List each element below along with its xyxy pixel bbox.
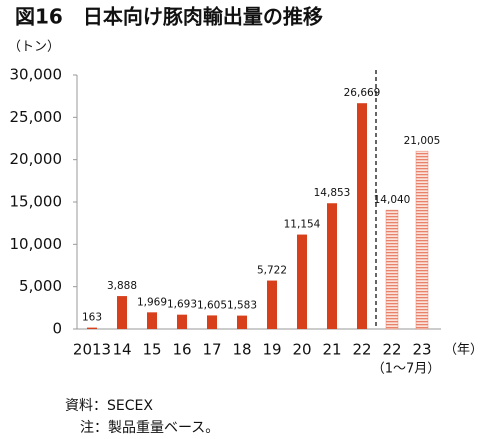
bar xyxy=(297,234,307,329)
x-tick-label: 22 xyxy=(352,341,371,359)
value-label: 14,853 xyxy=(314,187,351,199)
y-tick-label: 5,000 xyxy=(19,277,62,295)
bar xyxy=(117,296,127,329)
x-tick-label: 20 xyxy=(292,341,311,359)
x-tick-label: 15 xyxy=(142,341,161,359)
note: 注：製品重量ベース。 xyxy=(80,420,219,436)
value-label: 21,005 xyxy=(404,135,441,147)
bar xyxy=(237,315,247,329)
y-tick-label: 15,000 xyxy=(10,193,63,211)
value-label: 11,154 xyxy=(284,219,321,231)
x-tick-label: 22 xyxy=(382,341,401,359)
bar xyxy=(357,103,367,329)
value-label: 26,669 xyxy=(344,87,381,99)
x-tick-label: 19 xyxy=(262,341,281,359)
value-label: 3,888 xyxy=(107,280,137,292)
bar xyxy=(147,312,157,329)
x-tick-label: 23 xyxy=(412,341,431,359)
value-label: 14,040 xyxy=(374,194,411,206)
bar xyxy=(327,203,337,329)
value-label: 5,722 xyxy=(257,265,287,277)
y-tick-label: 0 xyxy=(52,320,62,338)
y-tick-label: 20,000 xyxy=(10,150,63,168)
bar xyxy=(267,280,277,329)
bar xyxy=(207,315,217,329)
bar xyxy=(415,150,429,330)
annotation: （1～7月） xyxy=(372,362,441,377)
x-tick-label: 14 xyxy=(112,341,131,359)
value-label: 163 xyxy=(82,312,102,324)
y-tick-label: 30,000 xyxy=(10,66,63,84)
bar xyxy=(87,327,97,329)
x-tick-label: 2013 xyxy=(73,341,111,359)
x-tick-label: 16 xyxy=(172,341,191,359)
x-tick-label: 17 xyxy=(202,341,221,359)
bar xyxy=(385,209,399,330)
source: 資料：SECEX xyxy=(65,398,153,414)
chart-title: 図16 日本向け豚肉輸出量の推移 xyxy=(15,5,323,29)
value-label: 1,969 xyxy=(137,296,167,308)
y-tick-label: 25,000 xyxy=(10,108,63,126)
x-tick-label: 21 xyxy=(322,341,341,359)
value-label: 1,605 xyxy=(197,299,227,311)
bar xyxy=(177,314,187,329)
y-tick-label: 10,000 xyxy=(10,235,63,253)
value-label: 1,693 xyxy=(167,299,197,311)
y-axis-label: （トン） xyxy=(8,40,60,55)
value-label: 1,583 xyxy=(227,300,257,312)
x-tick-label: 18 xyxy=(232,341,251,359)
x-axis-label: （年） xyxy=(444,343,480,358)
